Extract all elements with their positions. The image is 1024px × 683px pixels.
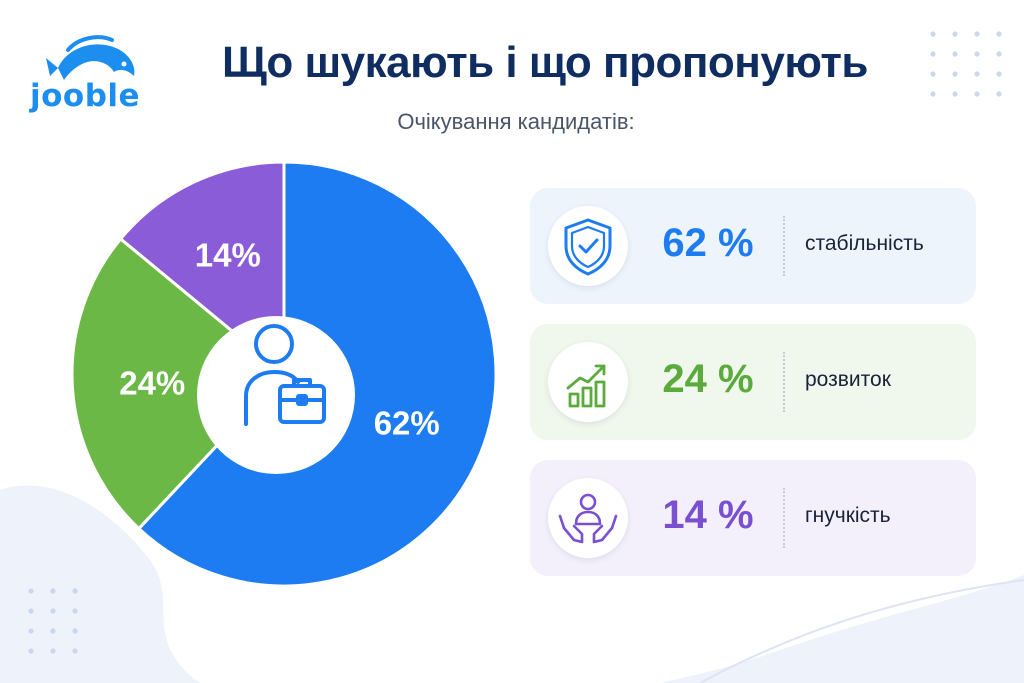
slice-growth <box>70 236 287 531</box>
separator <box>783 216 785 276</box>
category-label: гнучкість <box>805 504 891 527</box>
slice-label-stability: 62% <box>374 405 440 442</box>
legend-card-stability: 62 % стабільність <box>530 188 976 304</box>
category-label: стабільність <box>805 232 924 255</box>
page-subtitle: Очікування кандидатів: <box>397 109 635 134</box>
legend-card-flexibility: 14 % гнучкість <box>530 460 976 576</box>
jooble-logo-fish-icon <box>46 35 135 80</box>
page-title: Що шукають і що пропонують <box>222 38 868 87</box>
person-with-briefcase-icon <box>244 324 326 426</box>
legend-card-growth: 24 % розвиток <box>530 324 976 440</box>
logo-text: jooble <box>30 78 141 114</box>
chart-center <box>197 316 355 474</box>
slice-label-growth: 24% <box>119 364 185 401</box>
dot-grid-top-right <box>930 31 1002 97</box>
dot-grid-bottom-left <box>28 588 78 654</box>
slice-label-flexibility: 14% <box>195 237 261 274</box>
percent-value: 62 % <box>662 221 754 265</box>
separator <box>783 488 785 548</box>
growth-chart-icon <box>548 342 628 422</box>
hands-person-icon <box>548 478 628 558</box>
category-label: розвиток <box>805 368 891 391</box>
percent-value: 14 % <box>662 493 754 537</box>
separator <box>783 352 785 412</box>
slice-flexibility <box>118 160 286 378</box>
shield-check-icon <box>548 206 628 286</box>
percent-value: 24 % <box>662 357 754 401</box>
